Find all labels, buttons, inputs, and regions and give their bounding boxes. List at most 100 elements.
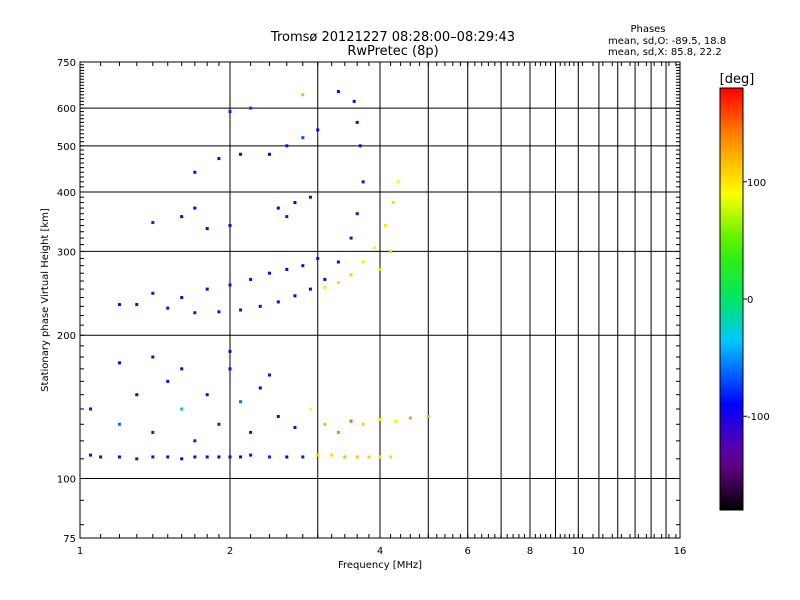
- y-tick-label: 75: [63, 534, 76, 545]
- echo-point: [205, 287, 209, 291]
- y-tick-label: 750: [57, 58, 76, 69]
- colorbar-tick-label: -100: [747, 412, 770, 423]
- echo-point: [239, 400, 243, 404]
- echo-point: [249, 106, 253, 110]
- echo-point: [293, 201, 297, 205]
- echo-point: [228, 367, 232, 371]
- echo-point: [228, 110, 232, 114]
- echo-point: [336, 90, 340, 94]
- echo-point: [267, 455, 271, 459]
- echo-point: [217, 310, 221, 314]
- echo-point: [396, 180, 400, 184]
- x-tick-label: 10: [572, 546, 585, 557]
- echo-point: [285, 215, 289, 219]
- echo-point: [361, 260, 365, 264]
- x-tick-label: 1: [77, 546, 83, 557]
- echo-point: [151, 430, 155, 434]
- x-axis-label: Frequency [MHz]: [338, 560, 422, 571]
- echo-point: [205, 227, 209, 231]
- echo-point: [349, 419, 353, 423]
- echo-point: [301, 93, 305, 97]
- echo-point: [258, 386, 262, 390]
- echo-point: [239, 308, 243, 312]
- colorbar: 100 0 -100: [719, 87, 770, 511]
- echo-point: [205, 393, 209, 397]
- y-tick-label: 500: [57, 142, 76, 153]
- echo-point: [217, 157, 221, 161]
- echo-point: [361, 422, 365, 426]
- x-tick-label: 2: [227, 546, 233, 557]
- y-tick-label: 100: [57, 475, 76, 486]
- echo-point: [151, 455, 155, 459]
- colorbar-tick-label: 0: [747, 295, 753, 306]
- echo-point: [373, 246, 377, 250]
- echo-point: [293, 294, 297, 298]
- echo-point: [361, 180, 365, 184]
- echo-point: [249, 453, 253, 457]
- echo-point: [258, 304, 262, 308]
- echo-point: [349, 273, 353, 277]
- echo-point: [308, 407, 312, 411]
- echo-point: [323, 422, 327, 426]
- echo-point: [285, 267, 289, 271]
- echo-point: [117, 361, 121, 365]
- colorbar-gradient: [719, 87, 744, 511]
- echo-point: [180, 215, 184, 219]
- echo-point: [267, 373, 271, 377]
- echo-point: [358, 144, 362, 148]
- echo-point: [394, 419, 398, 423]
- echo-point: [180, 407, 184, 411]
- echo-point: [308, 287, 312, 291]
- echo-point: [135, 457, 139, 461]
- echo-point: [249, 430, 253, 434]
- y-tick-label: 600: [57, 104, 76, 115]
- echo-point: [285, 144, 289, 148]
- echo-point: [193, 311, 197, 315]
- echo-point: [228, 349, 232, 353]
- echo-point: [193, 439, 197, 443]
- echo-point: [378, 418, 382, 422]
- echo-point: [89, 453, 93, 457]
- colorbar-label: [deg]: [720, 72, 755, 87]
- stats-heading: Phases: [630, 24, 665, 35]
- echo-point: [355, 212, 359, 216]
- echo-point: [301, 136, 305, 140]
- echo-point: [239, 152, 243, 156]
- x-tick-label: 4: [377, 546, 383, 557]
- echo-point: [166, 379, 170, 383]
- echo-point: [117, 422, 121, 426]
- y-tick-label: 200: [57, 331, 76, 342]
- echo-point: [389, 455, 393, 459]
- echo-point: [117, 303, 121, 307]
- echo-point: [217, 422, 221, 426]
- echo-point: [316, 256, 320, 260]
- echo-point: [349, 236, 353, 240]
- echo-point: [293, 425, 297, 429]
- x-tick-label: 6: [465, 546, 471, 557]
- echo-point: [426, 414, 430, 418]
- echo-point: [180, 296, 184, 300]
- echo-point: [135, 303, 139, 307]
- echo-point: [378, 455, 382, 459]
- echo-point: [276, 206, 280, 210]
- echo-point: [228, 224, 232, 228]
- echo-point: [391, 201, 395, 205]
- echo-point: [336, 430, 340, 434]
- echo-point: [267, 271, 271, 275]
- echo-point: [135, 393, 139, 397]
- stats-line-x: mean, sd,X: 85.8, 22.2: [608, 47, 722, 58]
- echo-point: [151, 221, 155, 225]
- y-axis-label: Stationary phase Virtual Height [km]: [40, 208, 51, 392]
- echo-point: [408, 416, 412, 420]
- echo-point: [166, 455, 170, 459]
- echo-point: [228, 455, 232, 459]
- echo-point: [285, 455, 289, 459]
- echo-point: [239, 455, 243, 459]
- echo-point: [205, 455, 209, 459]
- x-tick-label: 16: [674, 546, 687, 557]
- echo-point: [193, 455, 197, 459]
- y-tick-label: 400: [57, 188, 76, 199]
- echo-point: [367, 455, 371, 459]
- echo-point: [352, 99, 356, 103]
- echo-point: [166, 306, 170, 310]
